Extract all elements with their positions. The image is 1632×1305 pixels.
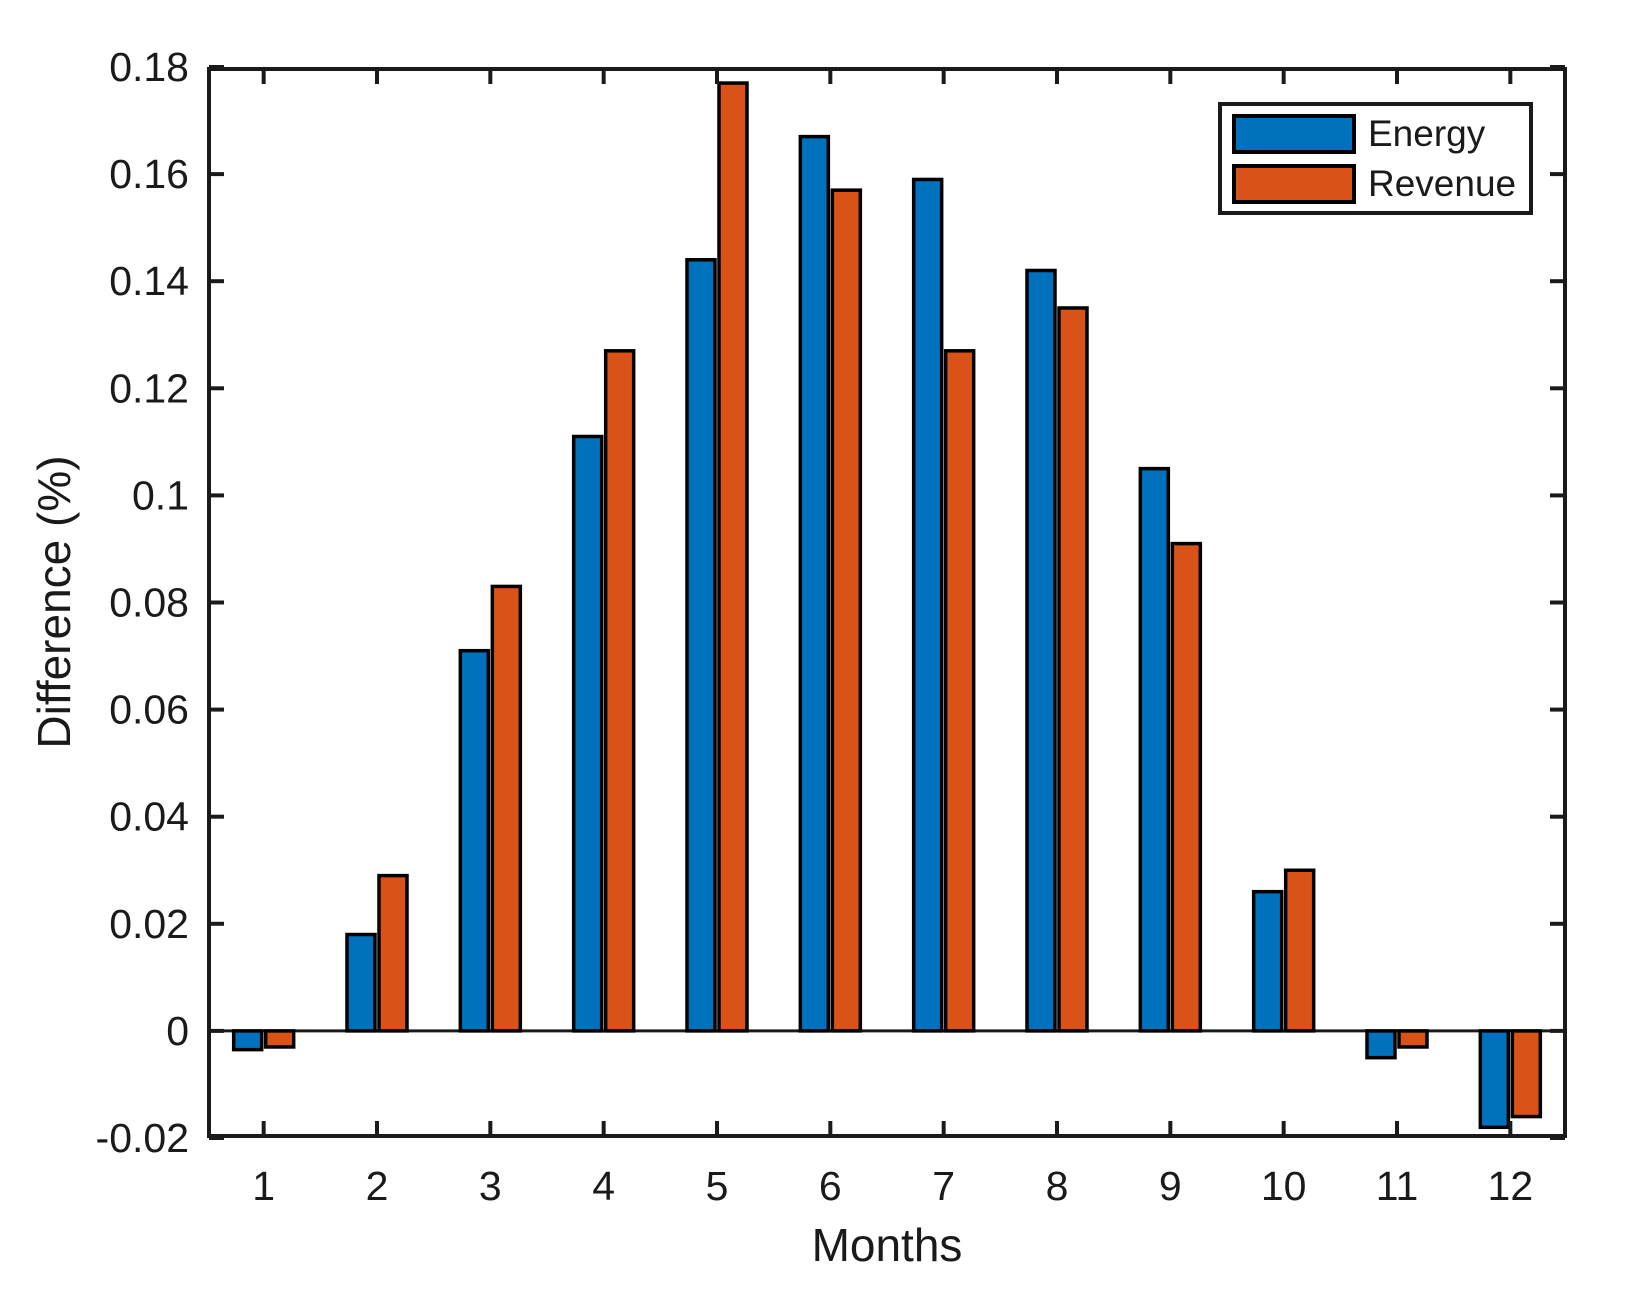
x-tick-label: 8 <box>1046 1163 1069 1209</box>
bar-energy-month-10 <box>1251 889 1284 1033</box>
bar-revenue-month-10 <box>1283 868 1316 1033</box>
bar-energy-month-3 <box>458 648 491 1033</box>
x-tick-label: 9 <box>1159 1163 1182 1209</box>
y-tick-label: 0 <box>166 1008 189 1054</box>
legend-swatch-revenue <box>1232 164 1356 204</box>
x-axis-label: Months <box>811 1219 963 1271</box>
x-tick-label: 6 <box>819 1163 842 1209</box>
y-axis-label: Difference (%) <box>28 455 80 749</box>
bar-energy-month-2 <box>345 932 377 1033</box>
bar-revenue-month-3 <box>490 584 523 1033</box>
y-tick-label: 0.02 <box>109 901 189 947</box>
y-tick-label: 0.1 <box>132 472 189 518</box>
x-tick-label: 1 <box>252 1163 275 1209</box>
bar-revenue-month-1 <box>263 1029 296 1049</box>
legend: Energy Revenue <box>1218 102 1533 215</box>
x-tick-label: 10 <box>1261 1163 1307 1209</box>
bar-revenue-month-4 <box>603 349 636 1033</box>
x-tick-label: 2 <box>366 1163 389 1209</box>
bar-revenue-month-12 <box>1510 1029 1543 1119</box>
x-tick-label: 5 <box>706 1163 729 1209</box>
bar-energy-month-1 <box>231 1029 264 1052</box>
bar-energy-month-6 <box>798 134 831 1033</box>
bar-revenue-month-9 <box>1170 541 1203 1033</box>
legend-label-energy: Energy <box>1368 113 1486 154</box>
bar-energy-month-5 <box>685 258 717 1033</box>
x-tick-label: 4 <box>592 1163 615 1209</box>
y-tick-label: 0.16 <box>109 151 189 197</box>
bar-energy-month-11 <box>1365 1029 1397 1060</box>
bar-energy-month-7 <box>911 177 944 1033</box>
bar-revenue-month-6 <box>830 188 863 1033</box>
y-tick-label: 0.14 <box>109 258 189 304</box>
plot-border <box>207 67 1567 1138</box>
bar-revenue-month-5 <box>717 81 749 1033</box>
x-tick-label: 11 <box>1376 1163 1419 1209</box>
x-tick-label: 7 <box>932 1163 955 1209</box>
legend-swatch-energy <box>1232 114 1356 154</box>
bar-revenue-month-2 <box>377 873 409 1033</box>
bar-revenue-month-11 <box>1397 1029 1429 1049</box>
y-tick-label: -0.02 <box>96 1115 189 1161</box>
bar-energy-month-4 <box>571 434 604 1033</box>
bar-energy-month-9 <box>1138 466 1171 1033</box>
y-tick-label: 0.04 <box>109 794 189 840</box>
bar-revenue-month-8 <box>1057 306 1089 1033</box>
x-tick-label: 12 <box>1488 1163 1534 1209</box>
y-tick-label: 0.08 <box>109 580 189 626</box>
y-tick-label: 0.18 <box>109 44 189 90</box>
bar-revenue-month-7 <box>943 349 976 1033</box>
bar-energy-month-8 <box>1025 268 1057 1033</box>
legend-label-revenue: Revenue <box>1368 163 1517 204</box>
y-tick-label: 0.06 <box>109 687 189 733</box>
y-tick-label: 0.12 <box>109 365 189 411</box>
x-tick-label: 3 <box>479 1163 502 1209</box>
bar-energy-month-12 <box>1478 1029 1511 1130</box>
